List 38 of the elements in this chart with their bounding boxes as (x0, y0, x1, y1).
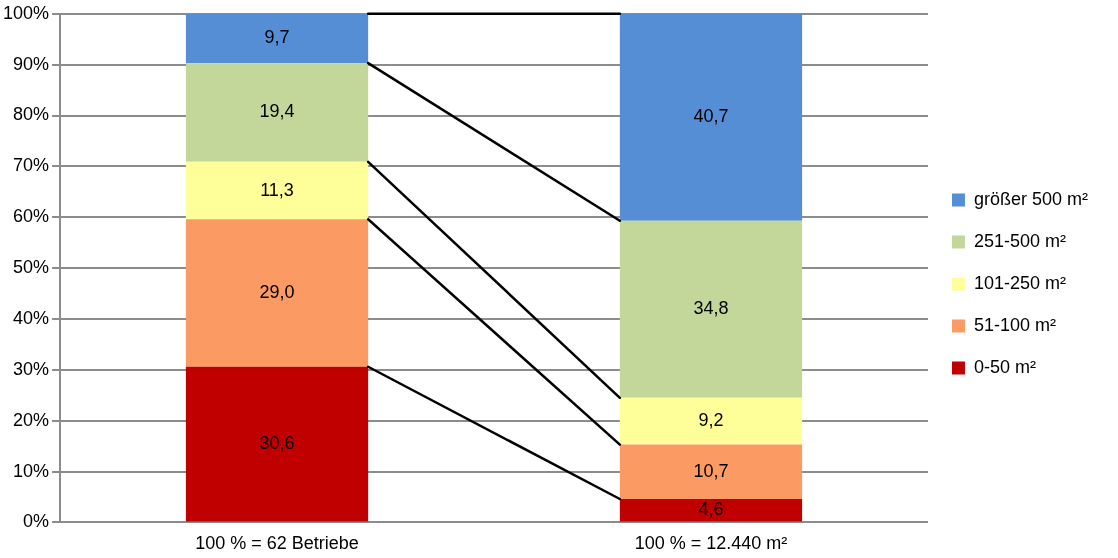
y-tick-label: 40% (13, 307, 50, 328)
x-tick-label: 100 % = 62 Betriebe (195, 533, 359, 554)
legend-label: 0-50 m² (973, 356, 1036, 377)
bar (185, 219, 369, 367)
legend-label: 251-500 m² (973, 230, 1067, 251)
bar (619, 499, 803, 522)
data-label: 11,3 (260, 179, 294, 200)
data-label: 10,7 (693, 460, 729, 481)
legend-label: größer 500 m² (973, 188, 1089, 209)
y-tick-label: 30% (13, 358, 50, 379)
data-label: 19,4 (259, 101, 295, 122)
y-tick-label: 20% (13, 409, 50, 430)
y-tick-label: 80% (13, 104, 50, 125)
legend-label: 51-100 m² (973, 314, 1057, 335)
y-tick-label: 90% (13, 53, 50, 74)
bar (185, 366, 369, 522)
data-label: 9,2 (698, 410, 724, 431)
data-label: 30,6 (259, 433, 295, 454)
bar (185, 161, 369, 220)
x-tick-label: 100 % = 12.440 m² (634, 533, 788, 554)
bar (619, 397, 803, 445)
bar (185, 63, 369, 162)
y-tick-label: 0% (23, 511, 50, 532)
data-label: 4,6 (698, 499, 724, 520)
y-tick-label: 70% (13, 155, 50, 176)
y-tick-label: 60% (13, 206, 50, 227)
bar (619, 444, 803, 499)
data-label: 9,7 (264, 27, 290, 48)
bar (185, 13, 369, 64)
y-tick-label: 50% (13, 257, 50, 278)
data-label: 29,0 (259, 281, 295, 302)
data-label: 34,8 (693, 298, 729, 319)
bar (619, 220, 803, 398)
y-tick-label: 100% (2, 2, 50, 23)
bar (619, 13, 803, 221)
data-label: 40,7 (693, 106, 729, 127)
legend-label: 101-250 m² (973, 272, 1067, 293)
y-tick-label: 10% (13, 460, 50, 481)
